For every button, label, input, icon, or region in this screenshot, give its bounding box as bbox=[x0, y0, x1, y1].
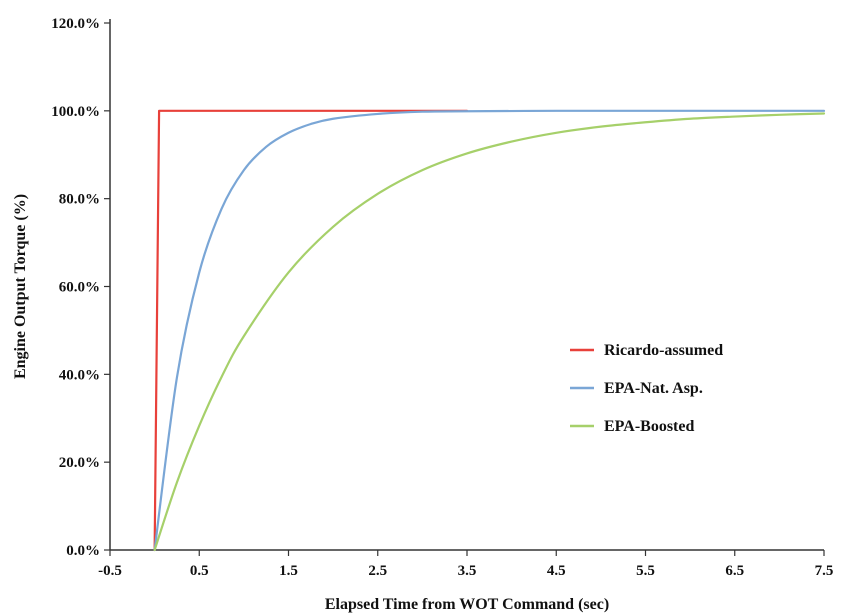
y-tick-label: 120.0% bbox=[51, 16, 100, 32]
x-tick-label: 6.5 bbox=[725, 563, 744, 579]
legend-label: EPA-Nat. Asp. bbox=[604, 380, 703, 397]
y-tick-label: 40.0% bbox=[59, 367, 100, 383]
series-line-ricardo-assumed bbox=[153, 109, 469, 552]
series-lines bbox=[153, 109, 826, 552]
x-tick-label: 5.5 bbox=[636, 563, 655, 579]
y-tick-label: 20.0% bbox=[59, 455, 100, 471]
y-tick-label: 0.0% bbox=[66, 543, 100, 559]
x-axis-title: Elapsed Time from WOT Command (sec) bbox=[325, 596, 609, 613]
y-axis-title: Engine Output Torque (%) bbox=[12, 194, 29, 379]
y-tick-label: 80.0% bbox=[59, 192, 100, 208]
legend-label: EPA-Boosted bbox=[604, 418, 694, 435]
y-tick-label: 60.0% bbox=[59, 280, 100, 296]
series-line-epa-boosted bbox=[153, 112, 826, 552]
x-tick-label: 7.5 bbox=[815, 563, 834, 579]
x-tick-label: 2.5 bbox=[368, 563, 387, 579]
x-tick-label: -0.5 bbox=[98, 563, 122, 579]
x-tick-label: 4.5 bbox=[547, 563, 566, 579]
x-tick-label: 0.5 bbox=[190, 563, 209, 579]
x-tick-label: 3.5 bbox=[458, 563, 477, 579]
series-line-epa-nat-asp bbox=[153, 109, 826, 552]
y-tick-label: 100.0% bbox=[51, 104, 100, 120]
axes: 0.0% 20.0% 40.0% 60.0% 80.0% 100.0% 120.0% -0.5… bbox=[51, 16, 833, 579]
x-tick-label: 1.5 bbox=[279, 563, 298, 579]
legend: Ricardo-assumed EPA-Nat. Asp. EPA-Boosted bbox=[570, 342, 723, 435]
legend-label: Ricardo-assumed bbox=[604, 342, 723, 359]
